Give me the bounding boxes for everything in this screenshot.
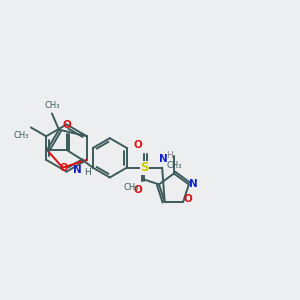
Text: N: N (159, 154, 167, 164)
Text: CH₃: CH₃ (44, 100, 60, 109)
Text: O: O (184, 194, 192, 204)
Text: CH₃: CH₃ (166, 161, 182, 170)
Text: N: N (189, 179, 198, 189)
Text: S: S (140, 161, 149, 174)
Text: CH₃: CH₃ (124, 183, 139, 192)
Text: H: H (166, 151, 172, 160)
Text: O: O (62, 120, 71, 130)
Text: CH₃: CH₃ (14, 131, 29, 140)
Text: H: H (84, 168, 91, 177)
Text: N: N (73, 165, 81, 175)
Text: O: O (134, 185, 142, 195)
Text: O: O (59, 163, 68, 172)
Text: O: O (134, 140, 142, 150)
